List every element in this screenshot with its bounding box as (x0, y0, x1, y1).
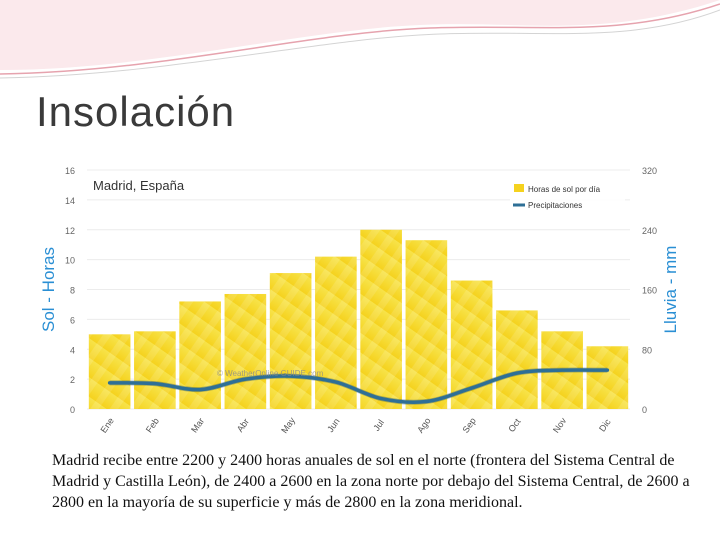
x-tick-label: Mar (189, 416, 206, 434)
y-right-tick-label: 320 (642, 166, 657, 176)
header-wave-line-2 (0, 9, 720, 79)
header-wave-fill (0, 0, 720, 70)
y-left-tick-label: 8 (70, 286, 75, 296)
x-tick-label: Dic (597, 417, 613, 434)
y-left-tick-label: 14 (65, 196, 75, 206)
bar-may (269, 273, 312, 409)
precipitation-line (107, 368, 610, 405)
y-right-tick-label: 0 (642, 405, 647, 415)
y-left-tick-label: 0 (70, 405, 75, 415)
x-tick-label: Jun (325, 416, 342, 434)
legend-box (510, 178, 625, 214)
y-left-tick-label: 4 (70, 345, 75, 355)
legend-bar-label: Horas de sol por día (528, 185, 601, 194)
chart-title: Madrid, España (93, 178, 185, 193)
x-tick-label: May (279, 415, 297, 435)
bar-oct (496, 310, 538, 409)
slide-title: Insolación (36, 88, 236, 135)
y-right-tick-label: 160 (642, 286, 657, 296)
bar-dic (586, 346, 629, 409)
y-left-tick-label: 10 (65, 256, 75, 266)
bar-ago (405, 240, 448, 409)
x-tick-label: Nov (551, 415, 569, 434)
y-left-tick-label: 12 (65, 226, 75, 236)
x-tick-label: Feb (144, 416, 161, 434)
y-left-axis-title: Sol - Horas (39, 247, 58, 332)
bar-ene (88, 334, 131, 409)
legend-line-label: Precipitaciones (528, 201, 582, 210)
y-right-axis-title: Lluvia - mm (661, 246, 680, 334)
climate-chart: 0 2 4 6 8 10 12 14 16 0 80 160 240 320 Ene Feb Mar Abr May… (30, 160, 690, 445)
y-right-tick-label: 80 (642, 345, 652, 355)
y-left-tick-label: 16 (65, 166, 75, 176)
y-left-tick-label: 6 (70, 315, 75, 325)
slide-caption: Madrid recibe entre 2200 y 2400 horas an… (52, 452, 690, 511)
x-tick-label: Sep (460, 416, 477, 435)
bar-jul (360, 229, 402, 409)
bar-feb (134, 331, 176, 409)
legend-bar-swatch (514, 184, 524, 192)
watermark: © WeatherOnline GUIDE.com (217, 369, 324, 378)
y-right-tick-label: 240 (642, 226, 657, 236)
x-tick-label: Oct (506, 416, 523, 434)
header-decoration (0, 0, 720, 79)
x-tick-label: Ene (98, 416, 115, 435)
bar-mar (179, 301, 221, 409)
x-tick-label: Jul (371, 418, 386, 433)
header-wave-line-1 (0, 3, 720, 75)
x-tick-label: Ago (415, 416, 432, 435)
x-tick-label: Abr (235, 417, 251, 434)
y-left-tick-label: 2 (70, 375, 75, 385)
bar-abr (224, 293, 267, 409)
